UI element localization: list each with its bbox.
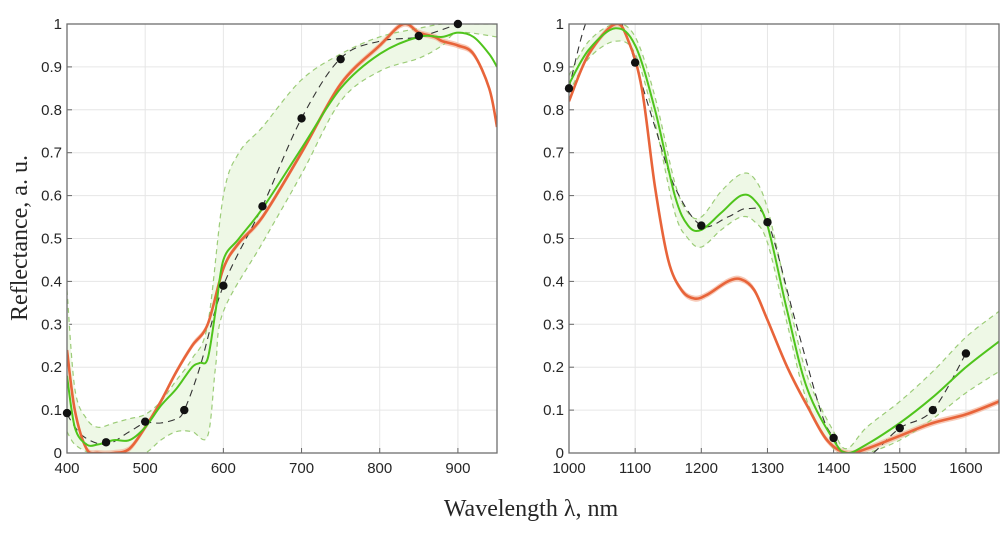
orange-mean-line: [569, 24, 999, 453]
y-tick-label: 1: [556, 16, 564, 33]
y-tick-label: 0.9: [543, 59, 564, 76]
data-point: [763, 217, 772, 227]
x-tick-label: 800: [367, 460, 392, 477]
y-tick-label: 1: [54, 16, 62, 33]
x-tick-label: 600: [211, 460, 236, 477]
y-tick-label: 0.9: [41, 59, 62, 76]
data-point: [564, 84, 574, 93]
y-tick-label: 0.4: [41, 273, 62, 290]
y-tick-label: 0.8: [41, 102, 62, 119]
y-tick-label: 0.1: [543, 402, 564, 419]
data-point: [895, 423, 904, 433]
right-panel: 1000 1100 1200 1300 1400 1500 1600 0 0.1 0.2 0.3 0.…: [543, 16, 1000, 477]
y-tick-label: 0.2: [41, 359, 62, 376]
x-tick-label: 1000: [552, 460, 585, 477]
data-point: [453, 19, 463, 29]
green-confidence-band: [67, 24, 497, 453]
x-tick-label: 500: [133, 460, 158, 477]
data-point: [180, 405, 189, 415]
green-lower-line: [569, 40, 999, 453]
y-tick-label: 0.2: [543, 359, 564, 376]
y-tick-label: 0.5: [543, 231, 564, 248]
x-tick-label: 400: [54, 460, 79, 477]
data-point: [414, 31, 424, 41]
x-tick-label: 1600: [949, 460, 982, 477]
axes-box: [568, 23, 1000, 454]
y-tick-label: 0.6: [543, 188, 564, 205]
x-tick-label: 900: [445, 460, 470, 477]
data-point: [219, 281, 228, 290]
x-tick-label: 1500: [883, 460, 916, 477]
y-tick-label: 0.6: [41, 188, 62, 205]
y-tick-label: 0.4: [543, 273, 564, 290]
data-point: [829, 433, 838, 443]
data-point: [336, 54, 345, 64]
y-tick-label: 0.7: [41, 145, 62, 162]
y-tick-label: 0.1: [41, 402, 62, 419]
x-axis-label: Wavelength λ, nm: [444, 496, 619, 522]
left-panel: 400 500 600 700 800 900 0 0.1 0.2 0.3 0.4 0.5 0.6 0.7…: [41, 16, 498, 477]
axes-box: [66, 23, 498, 454]
y-tick-label: 0.3: [41, 316, 62, 333]
y-tick-label: 0.3: [543, 316, 564, 333]
x-tick-label: 1100: [619, 460, 651, 477]
green-lower-line: [67, 31, 497, 453]
green-mean-line: [569, 27, 999, 453]
data-point: [258, 202, 267, 211]
y-axis-label: Reflectance, a. u.: [7, 155, 33, 321]
data-point: [140, 417, 150, 426]
data-point: [697, 221, 706, 230]
y-tick-label: 0: [54, 445, 62, 462]
y-tick-label: 0.5: [41, 231, 62, 248]
y-tick-label: 0.8: [543, 102, 564, 119]
data-point: [101, 438, 111, 447]
plot-area: [569, 24, 999, 453]
y-tick-label: 0.7: [543, 145, 564, 162]
data-point: [62, 408, 72, 418]
x-tick-label: 1200: [685, 460, 718, 477]
data-point: [928, 405, 938, 415]
green-upper-line: [569, 24, 999, 450]
green-mean-line: [67, 31, 497, 447]
x-tick-label: 1400: [817, 460, 850, 477]
data-point: [630, 58, 640, 67]
x-tick-label: 1300: [751, 460, 784, 477]
dashed-fit-line: [67, 24, 459, 445]
data-point: [297, 114, 306, 123]
y-tick-label: 0: [556, 445, 564, 462]
data-point: [961, 349, 971, 358]
x-tick-label: 700: [289, 460, 314, 477]
